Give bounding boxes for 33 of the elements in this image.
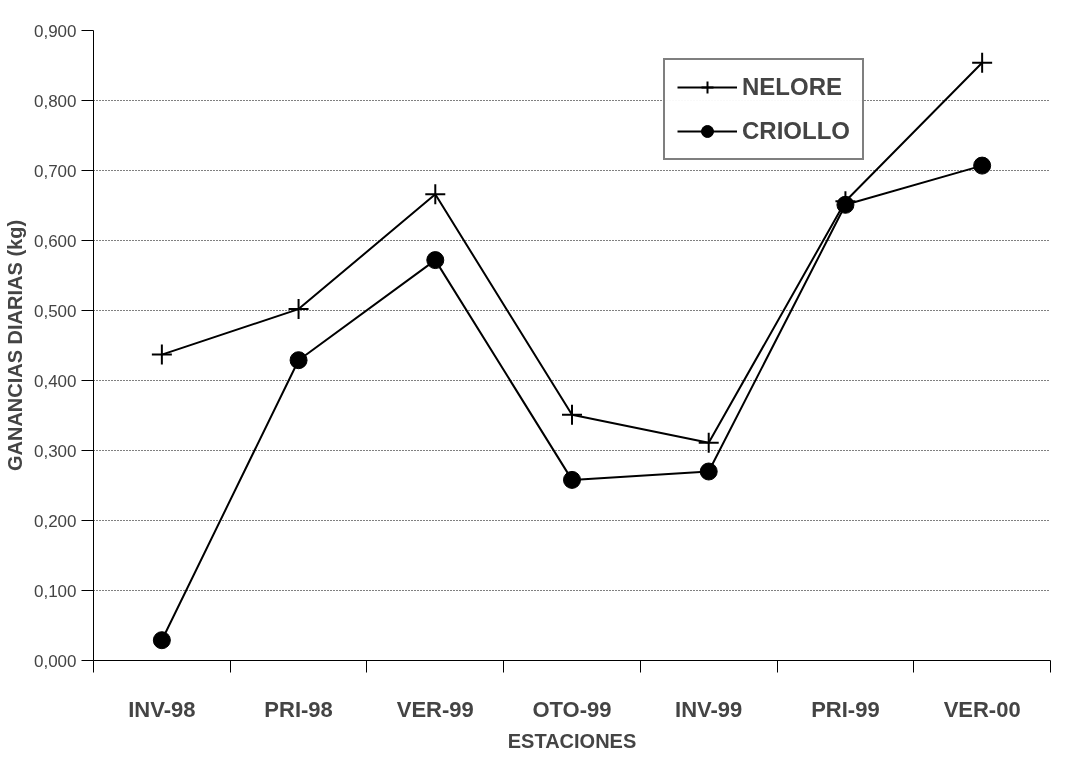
- point: [973, 156, 992, 175]
- legend-label: CRIOLLO: [742, 117, 850, 145]
- y-tick-label: 0,300: [33, 441, 77, 461]
- point: [289, 351, 308, 370]
- x-tick-label: VER-00: [943, 696, 1021, 722]
- y-tick-label: 0,800: [33, 91, 77, 111]
- point: [561, 403, 583, 426]
- legend-label: NELORE: [742, 73, 843, 101]
- point: [150, 343, 173, 366]
- x-tick-label: PRI-99: [811, 696, 880, 722]
- x-tick-label: OTO-99: [532, 696, 612, 722]
- x-tick-label: VER-99: [396, 696, 474, 722]
- y-tick-label: 0,200: [33, 511, 77, 531]
- point: [424, 183, 447, 206]
- x-tick-label: PRI-98: [264, 696, 333, 722]
- y-axis-title: GANANCIAS DIARIAS (kg): [3, 219, 26, 472]
- point: [699, 462, 718, 481]
- y-tick-label: 0,000: [33, 651, 77, 671]
- y-tick-label: 0,600: [33, 231, 77, 251]
- x-axis-title: ESTACIONES: [507, 729, 637, 752]
- y-tick-label: 0,700: [33, 161, 77, 181]
- point: [426, 251, 445, 270]
- y-tick-label: 0,400: [33, 371, 77, 391]
- point: [287, 298, 310, 321]
- point: [971, 51, 994, 74]
- y-tick-label: 0,500: [33, 301, 77, 321]
- x-tick-label: INV-98: [128, 696, 196, 722]
- y-tick-label: 0,900: [33, 21, 77, 41]
- point: [152, 631, 171, 650]
- x-tick-label: INV-99: [675, 696, 743, 722]
- y-tick-label: 0,100: [33, 581, 77, 601]
- point: [563, 470, 581, 489]
- point: [697, 431, 720, 454]
